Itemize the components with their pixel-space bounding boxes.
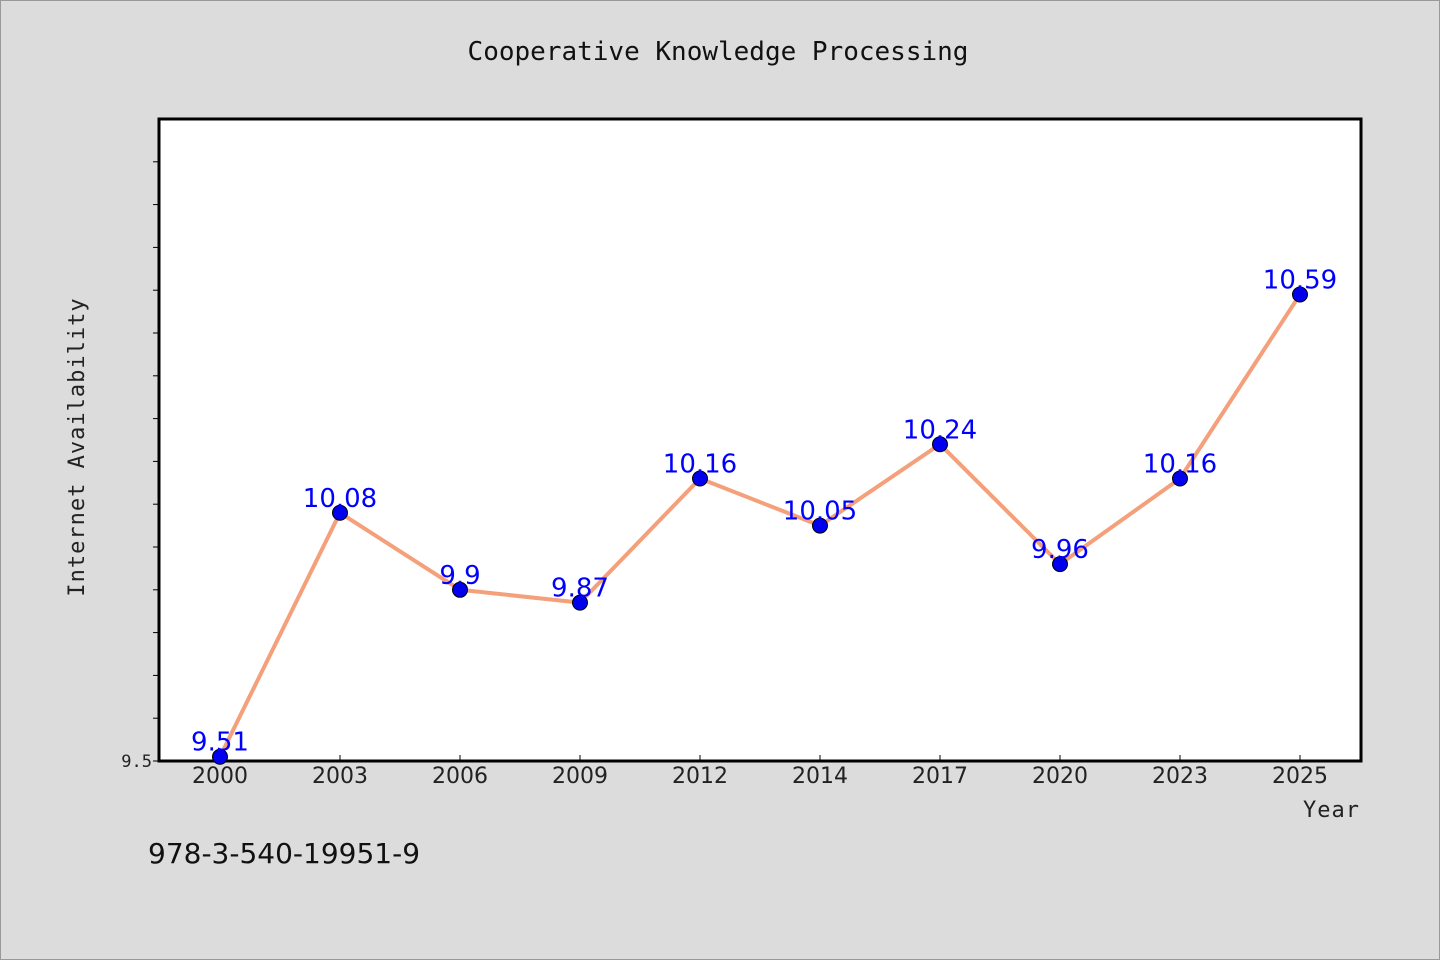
- x-tick-label: 2020: [1032, 764, 1088, 789]
- data-point: [692, 470, 708, 487]
- data-point: [332, 504, 348, 521]
- x-tick-label: 2006: [432, 764, 488, 789]
- data-labels: 9.51 10.08 9.9 9.87 10.16 10.05 10.24 9.96 10.16…: [191, 265, 1337, 757]
- data-point: [572, 594, 588, 611]
- data-label: 9.9: [439, 561, 480, 591]
- y-axis-label: Internet Availability: [65, 297, 90, 596]
- data-point: [932, 436, 948, 453]
- y-axis-tick-labels: 9.5: [121, 752, 152, 772]
- series-line: [218, 292, 1302, 759]
- data-point: [452, 581, 468, 598]
- x-tick-label: 2012: [672, 764, 728, 789]
- x-axis-tick-labels: 2000 2003 2006 2009 2012 2014 2017 2020 2023 2025: [192, 764, 1328, 789]
- data-label: 10.08: [303, 484, 377, 514]
- data-point: [812, 517, 828, 534]
- data-label: 10.16: [1143, 450, 1217, 480]
- data-label: 10.05: [783, 497, 857, 527]
- data-point: [212, 748, 228, 765]
- data-label: 9.96: [1031, 535, 1089, 565]
- plot-area: [157, 117, 1363, 763]
- data-label: 9.51: [191, 728, 249, 758]
- x-tick-label: 2025: [1272, 764, 1328, 789]
- chart-title: Cooperative Knowledge Processing: [468, 37, 969, 67]
- y-axis-ticks: [153, 161, 159, 762]
- data-label: 10.24: [903, 415, 977, 445]
- x-tick-label: 2009: [552, 764, 608, 789]
- x-axis-label: Year: [1303, 798, 1360, 823]
- data-point: [1052, 556, 1068, 573]
- x-tick-label: 2000: [192, 764, 248, 789]
- data-label: 10.59: [1263, 265, 1337, 295]
- x-tick-label: 2017: [912, 764, 968, 789]
- x-tick-label: 2023: [1152, 764, 1208, 789]
- x-tick-label: 2014: [792, 764, 848, 789]
- data-point: [1292, 286, 1308, 303]
- data-point: [1172, 470, 1188, 487]
- x-tick-label: 2003: [312, 764, 368, 789]
- data-label: 9.87: [551, 574, 609, 604]
- data-label: 10.16: [663, 450, 737, 480]
- series-group: [212, 286, 1308, 765]
- y-tick-label: 9.5: [121, 752, 152, 772]
- isbn-text: 978-3-540-19951-9: [148, 837, 420, 870]
